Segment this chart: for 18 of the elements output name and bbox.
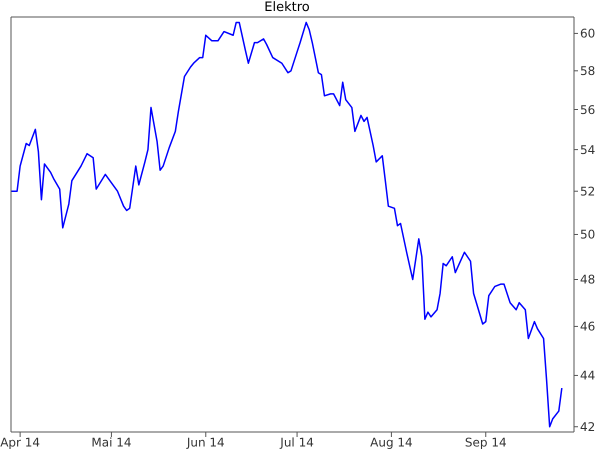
y-tick-label: 46 (580, 320, 596, 334)
chart-title: Elektro (263, 0, 311, 15)
y-tick-label: 54 (580, 142, 596, 157)
y-tick-label: 50 (580, 228, 596, 242)
y-tick-label: 42 (580, 420, 596, 434)
y-tick-label: 58 (580, 64, 596, 78)
x-tick-label: Jul 14 (279, 436, 314, 450)
x-tick-label: Aug 14 (370, 436, 413, 450)
x-tick-label: Jun 14 (186, 436, 225, 450)
x-tick-label: Apr 14 (0, 436, 40, 450)
x-tick-label: Sep 14 (464, 436, 507, 450)
y-tick-label: 60 (580, 26, 596, 41)
y-tick-label: 44 (580, 368, 596, 383)
x-tick-label: Mai 14 (91, 436, 132, 450)
line-series (11, 22, 563, 428)
y-tick-label: 56 (580, 102, 596, 117)
y-tick-label: 52 (580, 184, 596, 198)
y-tick-label: 48 (580, 272, 596, 287)
